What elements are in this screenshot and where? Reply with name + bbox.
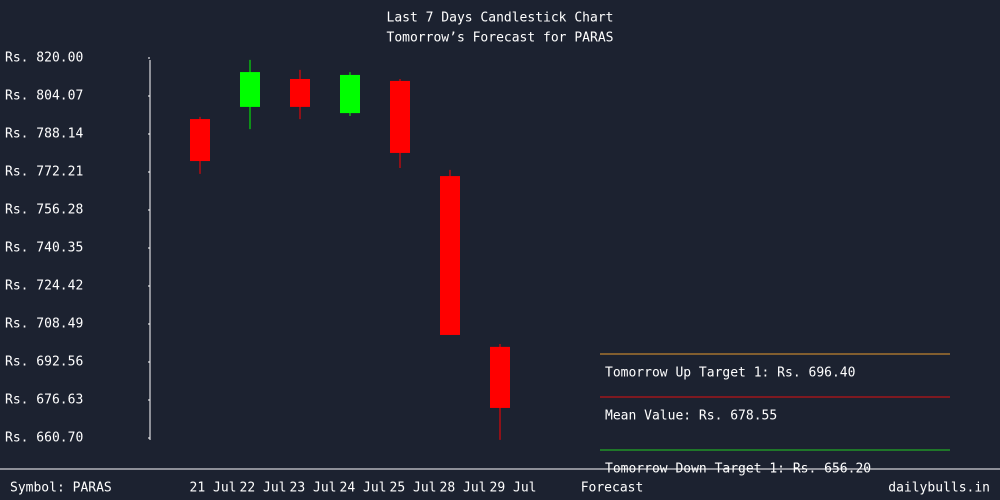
y-tick-label: Rs. 724.42 <box>5 279 83 294</box>
candle-body <box>490 346 510 408</box>
chart-title: Last 7 Days Candlestick Chart <box>387 11 614 26</box>
candle-body <box>290 78 310 107</box>
x-tick-label: 21 Jul <box>190 481 237 496</box>
forecast-label: Forecast <box>581 481 644 496</box>
candle-body <box>190 119 210 162</box>
y-tick-label: Rs. 708.49 <box>5 317 83 332</box>
x-tick-label: 22 Jul <box>240 481 287 496</box>
y-tick-label: Rs. 820.00 <box>5 51 83 66</box>
y-tick-label: Rs. 740.35 <box>5 241 83 256</box>
x-tick-label: 28 Jul <box>440 481 487 496</box>
candle-body <box>440 176 460 335</box>
chart-subtitle: Tomorrow’s Forecast for PARAS <box>387 31 614 46</box>
forecast-text: Tomorrow Up Target 1: Rs. 696.40 <box>605 366 855 381</box>
y-tick-label: Rs. 692.56 <box>5 355 83 370</box>
candle-body <box>390 80 410 153</box>
x-tick-label: 23 Jul <box>290 481 337 496</box>
y-tick-label: Rs. 788.14 <box>5 127 83 142</box>
y-tick-label: Rs. 676.63 <box>5 393 83 408</box>
forecast-text: Tomorrow Down Target 1: Rs. 656.20 <box>605 462 871 477</box>
candle-body <box>340 74 360 114</box>
y-tick-label: Rs. 660.70 <box>5 431 83 446</box>
forecast-text: Mean Value: Rs. 678.55 <box>605 409 777 424</box>
x-tick-label: 29 Jul <box>490 481 537 496</box>
y-tick-label: Rs. 804.07 <box>5 89 83 104</box>
y-tick-label: Rs. 772.21 <box>5 165 83 180</box>
x-tick-label: 25 Jul <box>390 481 437 496</box>
x-tick-label: 24 Jul <box>340 481 387 496</box>
candle-body <box>240 72 260 107</box>
source: dailybulls.in <box>888 481 990 496</box>
y-tick-label: Rs. 756.28 <box>5 203 83 218</box>
symbol: Symbol: PARAS <box>10 481 112 496</box>
